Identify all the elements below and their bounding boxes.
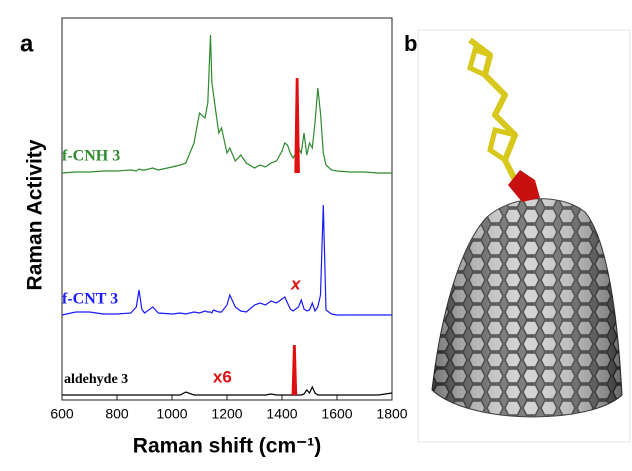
x-axis-title: Raman shift (cm⁻¹) [133, 435, 321, 458]
molecule-chain [470, 40, 520, 190]
panel-label: b [404, 31, 417, 56]
x-tick-label: 1800 [376, 406, 407, 422]
plot-frame [62, 18, 392, 400]
x-tick-label: 1000 [156, 406, 187, 422]
spectrum [62, 387, 392, 395]
nanotube-illustration [418, 30, 630, 442]
x-tick-label: 800 [105, 406, 129, 422]
x-tick-label: 1600 [321, 406, 352, 422]
highlight-peak [294, 78, 300, 173]
annotation: x6 [213, 367, 232, 386]
series-label: aldehyde 3 [64, 372, 128, 387]
series-label: f-CNT 3 [62, 291, 118, 308]
series-label: f-CNH 3 [62, 148, 120, 165]
y-axis-title: Raman Activity [24, 139, 47, 290]
nanotube-shading [432, 199, 622, 417]
x-tick-label: 600 [50, 406, 74, 422]
panel-label: a [20, 30, 34, 57]
x-tick-label: 1200 [211, 406, 242, 422]
annotation: x [290, 274, 302, 293]
figure: a b Raman Activity Raman shift (cm⁻¹) 60… [0, 0, 632, 466]
x-tick-label: 1400 [266, 406, 297, 422]
highlight-peak [292, 345, 298, 395]
